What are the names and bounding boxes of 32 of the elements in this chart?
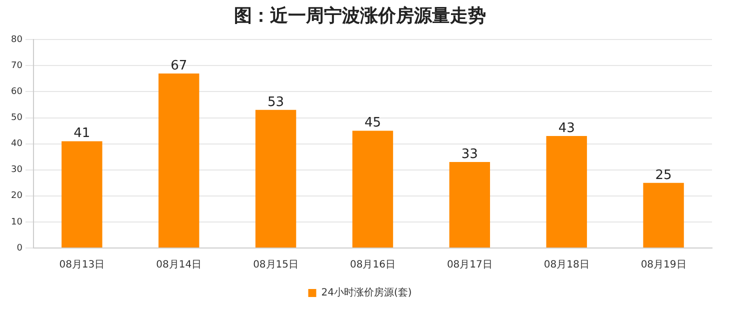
data-label: 43 (558, 120, 575, 136)
bar (643, 182, 684, 248)
bar (62, 141, 102, 248)
y-tick-label: 10 (11, 217, 23, 228)
y-tick-label: 60 (11, 87, 23, 98)
data-label: 67 (170, 58, 188, 74)
x-tick-label: 08月19日 (640, 260, 686, 271)
data-label: 41 (74, 126, 90, 142)
x-tick-label: 08月14日 (156, 260, 202, 271)
x-tick-label: 08月16日 (350, 260, 396, 271)
data-label: 45 (364, 116, 381, 131)
x-tick-label: 08月15日 (253, 260, 299, 271)
y-tick-label: 30 (11, 165, 23, 176)
x-tick-label: 08月17日 (446, 260, 492, 271)
data-label: 53 (268, 94, 284, 110)
chart-title: 图：近一周宁波涨价房源量走势 (234, 5, 486, 26)
x-tick-label: 08月18日 (544, 260, 590, 271)
legend-label: 24小时涨价房源(套) (321, 286, 412, 299)
bar (158, 73, 200, 248)
y-tick-label: 20 (11, 191, 23, 202)
x-tick-label: 08月13日 (59, 260, 105, 271)
bar (449, 162, 490, 248)
bar (255, 110, 296, 248)
bar (546, 136, 587, 248)
y-tick-label: 40 (11, 139, 23, 150)
y-tick-label: 70 (11, 60, 23, 71)
y-tick-label: 50 (11, 113, 23, 124)
bar (352, 130, 394, 248)
y-tick-label: 0 (16, 243, 23, 254)
data-label: 33 (461, 146, 478, 162)
y-tick-label: 80 (11, 34, 23, 45)
data-label: 25 (655, 168, 672, 183)
